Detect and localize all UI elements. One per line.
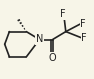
Text: F: F xyxy=(60,9,66,19)
Text: N: N xyxy=(36,35,43,44)
Text: F: F xyxy=(81,33,87,43)
Text: O: O xyxy=(49,53,56,63)
Text: F: F xyxy=(80,19,86,29)
